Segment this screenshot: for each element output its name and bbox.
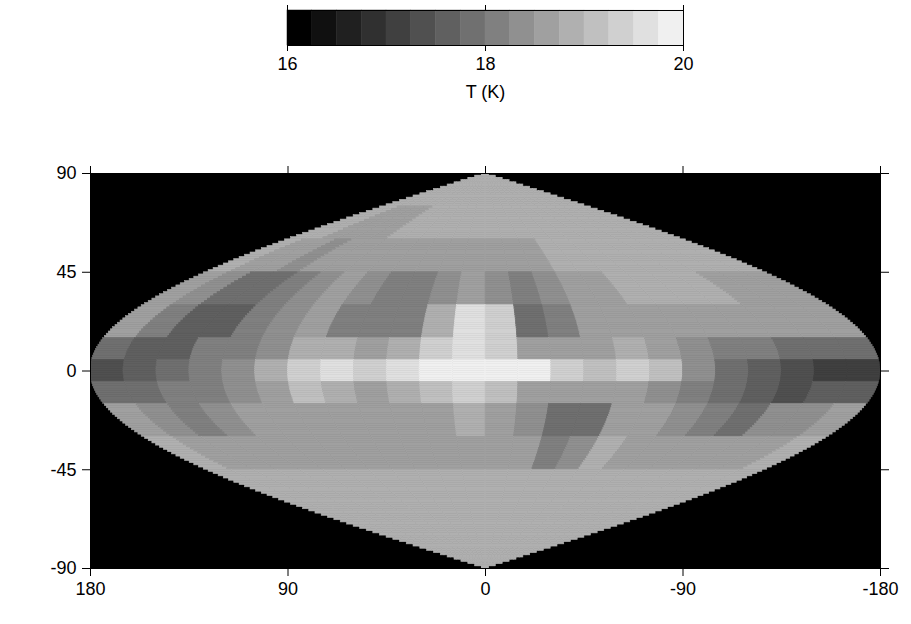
- svg-text:20: 20: [673, 54, 693, 74]
- svg-text:-90: -90: [670, 579, 696, 599]
- svg-text:18: 18: [475, 54, 495, 74]
- svg-text:-180: -180: [862, 579, 898, 599]
- svg-text:0: 0: [480, 579, 490, 599]
- svg-text:0: 0: [66, 361, 76, 381]
- svg-text:T (K): T (K): [466, 82, 506, 102]
- svg-text:180: 180: [75, 579, 105, 599]
- svg-text:-90: -90: [50, 558, 76, 578]
- svg-text:45: 45: [56, 262, 76, 282]
- svg-text:90: 90: [278, 579, 298, 599]
- svg-text:-45: -45: [50, 460, 76, 480]
- svg-text:16: 16: [277, 54, 297, 74]
- svg-text:90: 90: [56, 163, 76, 183]
